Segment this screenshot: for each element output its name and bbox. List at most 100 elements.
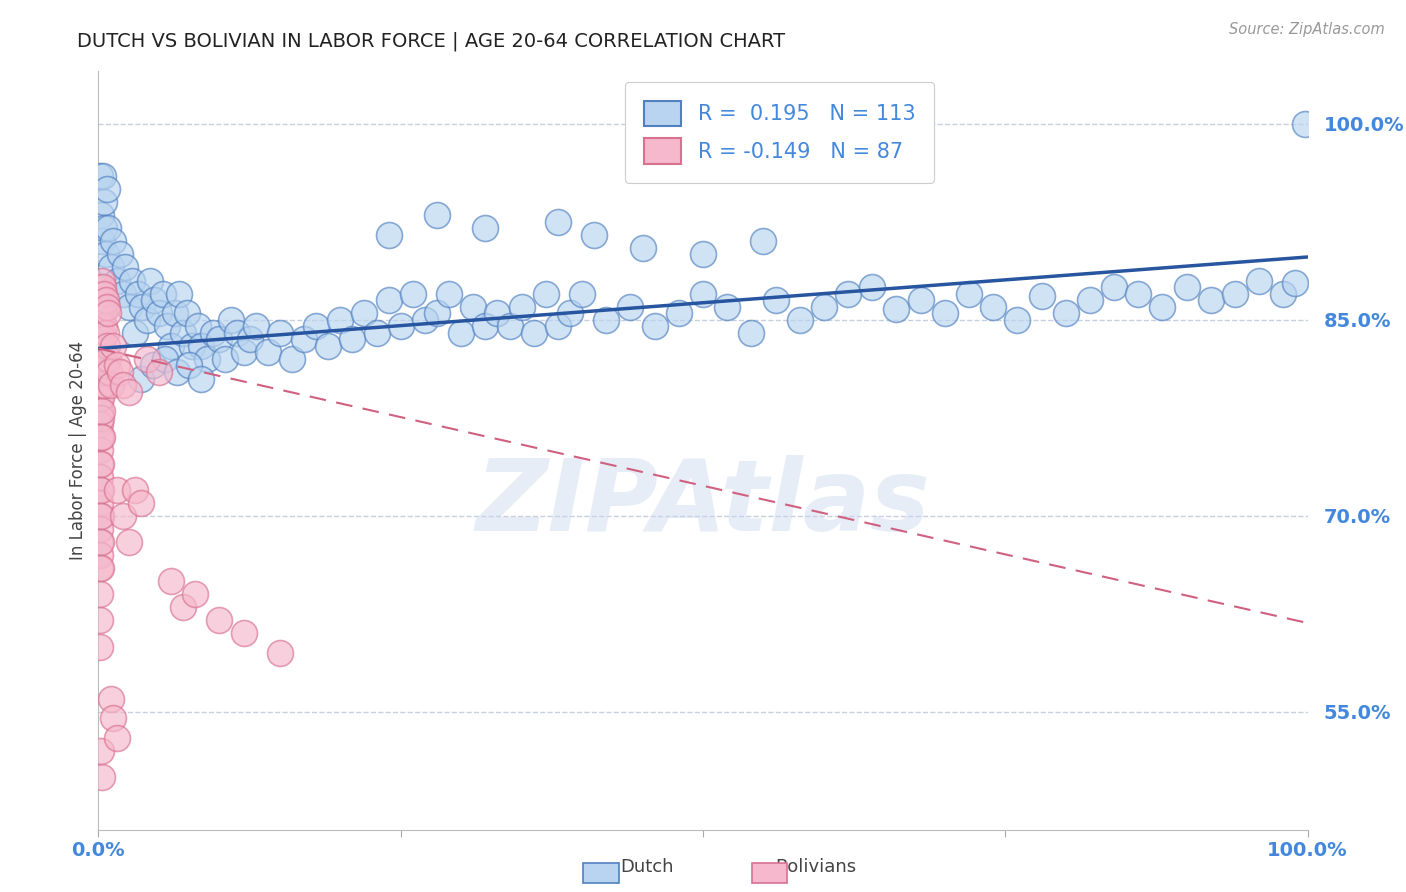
Point xyxy=(837,286,859,301)
Point xyxy=(190,339,212,353)
Text: ZIPAtlas: ZIPAtlas xyxy=(475,455,931,552)
Point xyxy=(124,326,146,340)
Point xyxy=(89,508,111,523)
Point xyxy=(450,326,472,340)
Point xyxy=(156,319,179,334)
Point xyxy=(239,332,262,346)
Point xyxy=(402,286,425,301)
Point xyxy=(91,235,114,249)
Point xyxy=(131,300,153,314)
Point xyxy=(94,326,117,340)
Point xyxy=(101,235,124,249)
Point xyxy=(765,293,787,307)
Point xyxy=(214,351,236,366)
Point xyxy=(94,359,117,373)
Point xyxy=(93,319,115,334)
Point xyxy=(957,286,980,301)
Point xyxy=(179,359,201,373)
Point xyxy=(437,286,460,301)
Point xyxy=(105,359,128,373)
Point xyxy=(160,574,183,589)
Point xyxy=(91,430,114,444)
Point xyxy=(510,300,533,314)
Point xyxy=(226,326,249,340)
Point xyxy=(426,208,449,222)
Point xyxy=(97,351,120,366)
Point xyxy=(389,319,412,334)
Point xyxy=(90,457,112,471)
Point xyxy=(152,286,174,301)
Point xyxy=(1284,276,1306,290)
Point xyxy=(1152,300,1174,314)
Point xyxy=(91,770,114,784)
Point xyxy=(93,286,115,301)
Point xyxy=(934,306,956,320)
Y-axis label: In Labor Force | Age 20-64: In Labor Force | Age 20-64 xyxy=(69,341,87,560)
Point xyxy=(91,280,114,294)
Point xyxy=(100,691,122,706)
Point xyxy=(90,208,112,222)
Point xyxy=(89,640,111,654)
Point xyxy=(91,273,114,287)
Point xyxy=(160,339,183,353)
Point xyxy=(91,326,114,340)
Point xyxy=(256,345,278,359)
Point xyxy=(366,326,388,340)
Point xyxy=(1128,286,1150,301)
Point xyxy=(232,626,254,640)
Point xyxy=(169,286,191,301)
Point xyxy=(91,332,114,346)
Point xyxy=(89,561,111,575)
Point xyxy=(1102,280,1125,294)
Point xyxy=(118,384,141,399)
Point xyxy=(1031,289,1053,303)
Point xyxy=(89,306,111,320)
Point xyxy=(245,319,267,334)
Point xyxy=(886,302,908,317)
Point xyxy=(91,306,114,320)
Point xyxy=(631,241,654,255)
Point xyxy=(118,535,141,549)
Point xyxy=(176,306,198,320)
Point xyxy=(121,273,143,287)
Point xyxy=(90,410,112,425)
Point xyxy=(202,326,225,340)
Point xyxy=(143,293,166,307)
Point xyxy=(111,286,134,301)
Point xyxy=(180,339,202,353)
Point xyxy=(129,496,152,510)
Point xyxy=(163,306,186,320)
Point xyxy=(1175,280,1198,294)
Point xyxy=(1199,293,1222,307)
Point xyxy=(89,391,111,405)
Point xyxy=(981,300,1004,314)
Point xyxy=(89,365,111,379)
Point xyxy=(89,319,111,334)
Point xyxy=(595,312,617,326)
Point xyxy=(1054,306,1077,320)
Point xyxy=(89,614,111,628)
Point xyxy=(100,260,122,275)
Point xyxy=(474,221,496,235)
Point xyxy=(534,286,557,301)
Point xyxy=(910,293,932,307)
Point xyxy=(98,365,121,379)
Point xyxy=(89,404,111,418)
Point xyxy=(111,508,134,523)
Point xyxy=(101,711,124,725)
Point xyxy=(91,365,114,379)
Point xyxy=(135,312,157,326)
Point xyxy=(89,326,111,340)
Point xyxy=(89,535,111,549)
Point xyxy=(740,326,762,340)
Point xyxy=(558,306,581,320)
Point xyxy=(1223,286,1246,301)
Point xyxy=(281,351,304,366)
Point xyxy=(305,319,328,334)
Point xyxy=(89,483,111,497)
Point xyxy=(89,587,111,601)
Point xyxy=(269,326,291,340)
Point xyxy=(127,286,149,301)
Point xyxy=(96,300,118,314)
Point xyxy=(232,345,254,359)
